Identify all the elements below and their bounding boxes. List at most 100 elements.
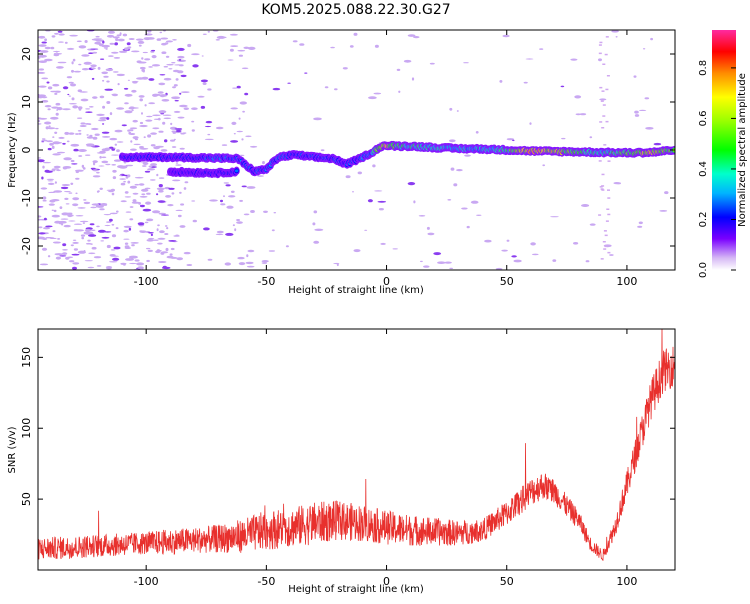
noise-speck	[97, 66, 101, 70]
noise-speck	[148, 102, 156, 105]
noise-speck	[207, 258, 213, 261]
noise-speck	[156, 187, 165, 191]
noise-speck	[129, 133, 136, 135]
noise-speck	[191, 200, 196, 202]
noise-speck	[163, 77, 172, 81]
noise-speck	[124, 245, 130, 249]
noise-speck	[232, 87, 238, 89]
noise-speck	[601, 127, 605, 129]
noise-speck	[168, 240, 177, 242]
noise-speck	[230, 190, 235, 193]
noise-speck	[73, 229, 79, 232]
noise-speck	[38, 159, 45, 163]
noise-speck	[42, 161, 52, 164]
noise-speck	[238, 117, 241, 120]
noise-speck	[66, 47, 75, 50]
noise-speck	[44, 105, 52, 108]
noise-speck	[130, 242, 139, 244]
noise-speck	[427, 232, 435, 236]
noise-speck	[106, 117, 110, 120]
noise-speck	[77, 149, 87, 152]
noise-speck	[111, 154, 120, 156]
noise-speck	[642, 48, 646, 50]
x-tick-label: -100	[134, 275, 159, 288]
noise-speck	[84, 123, 91, 125]
noise-speck	[127, 79, 130, 81]
noise-speck	[653, 142, 662, 146]
noise-speck	[261, 262, 268, 264]
noise-speck	[50, 46, 55, 50]
noise-speck	[99, 208, 105, 211]
noise-speck	[81, 236, 84, 240]
noise-speck	[163, 65, 168, 68]
noise-speck	[241, 185, 247, 188]
noise-speck	[378, 208, 384, 211]
noise-speck	[377, 200, 387, 203]
noise-speck	[161, 51, 167, 54]
noise-speck	[67, 256, 74, 259]
noise-speck	[57, 30, 63, 33]
noise-speck	[141, 67, 146, 69]
noise-speck	[495, 267, 503, 270]
noise-speck	[80, 122, 86, 125]
noise-speck	[172, 69, 180, 73]
noise-speck	[38, 85, 47, 88]
noise-speck	[225, 184, 231, 187]
noise-speck	[126, 258, 134, 261]
noise-speck	[66, 140, 70, 143]
noise-speck	[191, 53, 200, 56]
noise-speck	[130, 140, 133, 143]
noise-speck	[124, 191, 129, 194]
noise-speck	[96, 190, 100, 193]
noise-speck	[106, 34, 115, 38]
noise-speck	[207, 133, 211, 136]
noise-speck	[607, 189, 610, 191]
y-tick-label: -10	[20, 189, 33, 207]
noise-speck	[148, 237, 155, 240]
noise-speck	[116, 210, 119, 213]
noise-speck	[165, 55, 170, 58]
noise-speck	[124, 102, 129, 105]
noise-speck	[243, 46, 250, 49]
snr-panel: -100 -50 0 50 100 50 100 150 Height of straigh…	[7, 328, 676, 595]
noise-speck	[46, 237, 55, 239]
noise-speck	[41, 41, 47, 44]
noise-speck	[398, 90, 401, 94]
noise-speck	[380, 242, 386, 245]
noise-speck	[552, 259, 557, 262]
noise-speck	[111, 164, 116, 166]
noise-speck	[164, 225, 168, 227]
noise-speck	[100, 240, 104, 242]
noise-speck	[105, 266, 113, 269]
noise-speck	[230, 107, 238, 110]
noise-speck	[78, 45, 87, 49]
noise-speck	[312, 222, 316, 226]
noise-speck	[644, 97, 650, 100]
noise-speck	[46, 81, 50, 84]
noise-speck	[125, 164, 134, 167]
noise-speck	[138, 44, 142, 47]
noise-speck	[123, 238, 130, 240]
noise-speck	[82, 222, 85, 225]
noise-speck	[41, 247, 48, 251]
noise-speck	[88, 234, 97, 237]
noise-speck	[123, 225, 132, 228]
noise-speck	[174, 64, 183, 66]
noise-speck	[98, 43, 104, 47]
noise-speck	[241, 138, 244, 141]
noise-speck	[39, 50, 49, 53]
noise-speck	[85, 111, 93, 113]
noise-speck	[152, 127, 160, 130]
noise-speck	[128, 255, 138, 259]
noise-speck	[599, 41, 603, 44]
noise-speck	[606, 75, 610, 77]
noise-speck	[55, 127, 59, 130]
noise-speck	[96, 265, 102, 267]
noise-speck	[313, 210, 318, 214]
noise-speck	[166, 63, 174, 66]
noise-speck	[115, 38, 119, 42]
noise-speck	[72, 58, 76, 62]
noise-speck	[96, 113, 105, 116]
noise-speck	[484, 239, 492, 243]
noise-speck	[202, 33, 207, 35]
